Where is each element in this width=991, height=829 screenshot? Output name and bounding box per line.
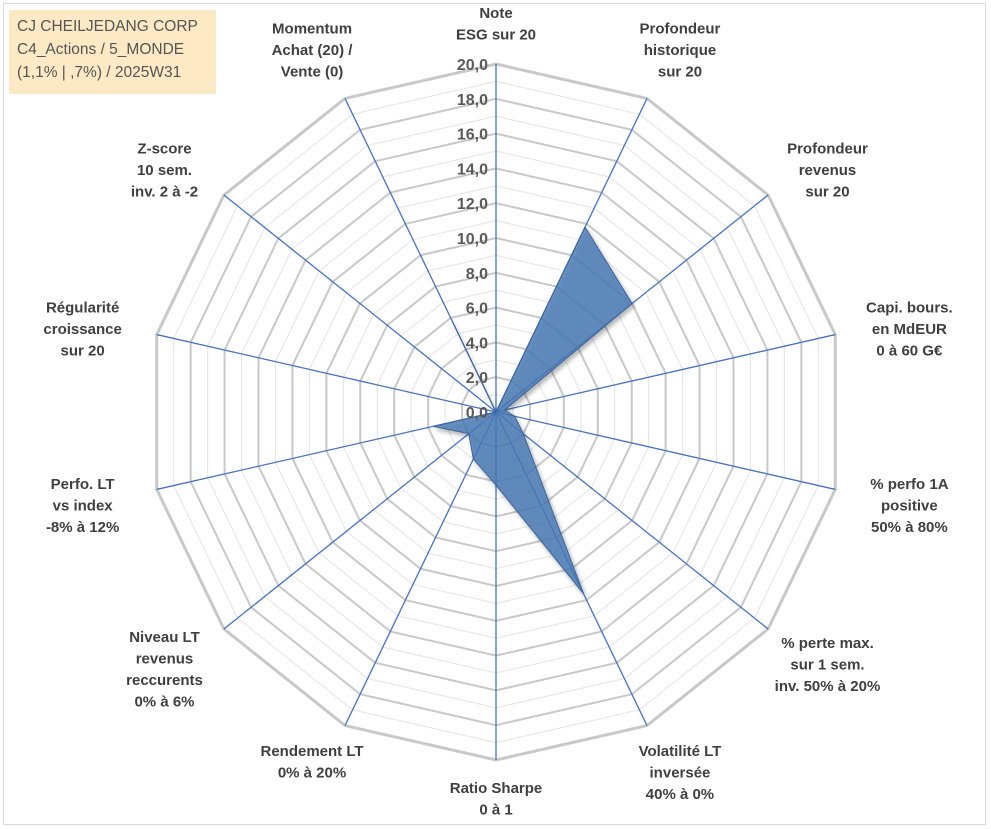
axis-label-line: sur 20	[61, 343, 105, 360]
axis-label-line: historique	[644, 42, 717, 59]
chart-frame	[3, 3, 986, 825]
axis-label-line: positive	[881, 498, 938, 515]
tick-label: 2,0	[466, 370, 488, 387]
axis-label: Capi. bours. en MdEUR 0 à 60 G€	[866, 300, 953, 360]
tick-label: 4,0	[466, 335, 488, 352]
axis-label: Perfo. LT vs index -8% à 12%	[46, 476, 119, 536]
tick-label: 14,0	[457, 161, 488, 178]
axis-spoke	[495, 411, 836, 491]
axis-label-line: Volatilité LT	[639, 743, 722, 760]
axis-label-line: 0% à 6%	[134, 694, 194, 711]
axis-label: Profondeur historique sur 20	[640, 21, 721, 81]
axis-label-line: Perfo. LT	[51, 476, 115, 493]
axis-label-line: inversée	[650, 765, 711, 782]
axis-label-line: Momentum	[272, 21, 352, 38]
chart-title-box: CJ CHEILJEDANG CORP C4_Actions / 5_MONDE…	[9, 10, 216, 94]
tick-label: 0,0	[466, 405, 488, 422]
axis-label-line: Z-score	[137, 141, 191, 158]
axis-label: Z-score 10 sem. inv. 2 à -2	[131, 141, 198, 201]
axis-label-line: % perfo 1A	[870, 476, 949, 493]
axis-label: Ratio Sharpe 0 à 1	[450, 780, 543, 819]
tick-label: 12,0	[457, 196, 488, 213]
axis-label-line: 0% à 20%	[278, 765, 346, 782]
axis-label: Momentum Achat (20) / Vente (0)	[272, 21, 354, 81]
axis-label-line: revenus	[799, 162, 857, 179]
axis-label-line: croissance	[43, 321, 121, 338]
axis-label-line: Ratio Sharpe	[450, 780, 543, 797]
axis-spoke	[223, 194, 497, 413]
axis-label-line: ESG sur 20	[456, 27, 536, 44]
axis-label-line: 10 sem.	[137, 162, 192, 179]
axis-label: % perte max. sur 1 sem. inv. 50% à 20%	[775, 635, 881, 695]
axis-label-line: Achat (20) /	[272, 42, 354, 59]
tick-label: 8,0	[466, 266, 488, 283]
axis-label-line: Rendement LT	[261, 743, 364, 760]
title-line-2: C4_Actions / 5_MONDE	[17, 41, 185, 58]
axis-label: Note ESG sur 20	[456, 5, 536, 44]
axis-label-line: Régularité	[46, 300, 119, 317]
tick-label: 18,0	[457, 92, 488, 109]
axis-label: Niveau LT revenus reccurents 0% à 6%	[126, 629, 203, 711]
axis-label-line: reccurents	[126, 672, 203, 689]
tick-label: 16,0	[457, 127, 488, 144]
axis-label: Profondeur revenus sur 20	[787, 141, 868, 201]
axis-label-line: sur 1 sem.	[790, 657, 864, 674]
axis-label-line: sur 20	[805, 184, 849, 201]
axis-label-line: revenus	[136, 651, 194, 668]
axis-label: Régularité croissance sur 20	[43, 300, 121, 360]
axis-spoke	[495, 411, 769, 630]
axis-label-line: Profondeur	[787, 141, 868, 158]
axis-spoke	[156, 333, 497, 413]
tick-label: 20,0	[457, 57, 488, 74]
axis-label: Volatilité LT inversée 40% à 0%	[639, 743, 722, 803]
tick-label: 6,0	[466, 301, 488, 318]
axis-label-line: en MdEUR	[872, 321, 947, 338]
axis-label-line: 50% à 80%	[871, 519, 948, 536]
axis-label-line: Niveau LT	[129, 629, 200, 646]
axis-label-line: Capi. bours.	[866, 300, 953, 317]
axis-label-line: vs index	[53, 498, 114, 515]
axis-label-line: Profondeur	[640, 21, 721, 38]
axis-label-line: % perte max.	[781, 635, 874, 652]
axis-label: Rendement LT 0% à 20%	[261, 743, 364, 782]
axis-spoke	[223, 411, 497, 630]
title-line-3: (1,1% | ,7%) / 2025W31	[17, 64, 182, 81]
tick-label: 10,0	[457, 231, 488, 248]
axis-label-line: Note	[479, 5, 512, 22]
axis-label-line: inv. 50% à 20%	[775, 678, 881, 695]
axis-label-line: inv. 2 à -2	[131, 184, 198, 201]
axis-label-line: Vente (0)	[281, 64, 344, 81]
axis-label: % perfo 1A positive 50% à 80%	[870, 476, 949, 536]
axis-label-line: -8% à 12%	[46, 519, 119, 536]
axis-spoke	[344, 411, 497, 726]
axis-label-line: 0 à 60 G€	[876, 343, 943, 360]
axis-spoke	[495, 333, 836, 413]
axis-label-line: sur 20	[658, 64, 702, 81]
title-line-1: CJ CHEILJEDANG CORP	[17, 18, 198, 35]
data-series-area	[433, 225, 633, 595]
axis-label-line: 0 à 1	[479, 802, 512, 819]
axis-label-line: 40% à 0%	[646, 786, 714, 803]
